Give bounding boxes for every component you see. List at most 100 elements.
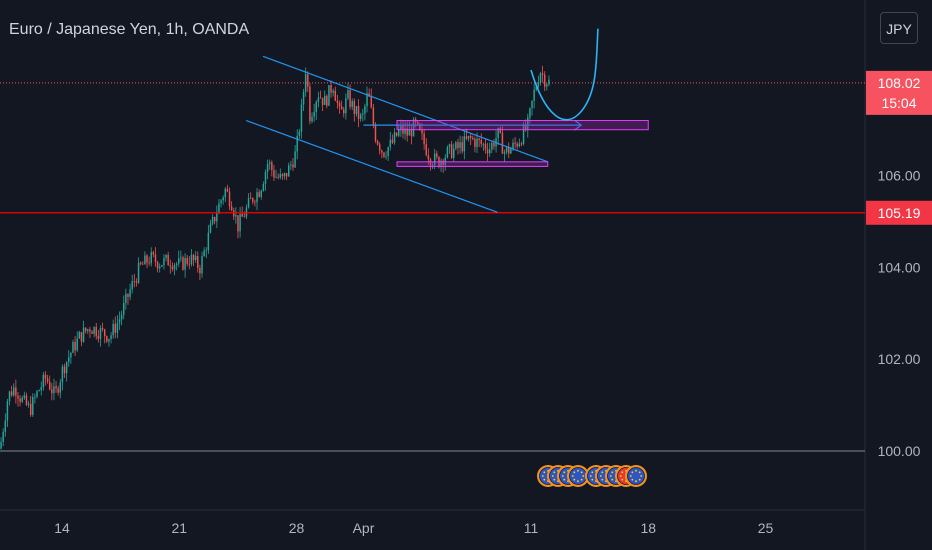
currency-button[interactable]: JPY (880, 12, 918, 44)
candle-body (80, 332, 83, 342)
candle-body (158, 266, 161, 269)
candle-body (450, 144, 453, 158)
candle-body (87, 329, 89, 332)
candle-body (6, 401, 9, 421)
candle-body (378, 144, 381, 151)
candle-body (400, 125, 402, 130)
candle-body (277, 176, 279, 178)
flag-star (629, 475, 632, 477)
candle-body (161, 265, 163, 267)
candle-body (40, 387, 42, 391)
candle-body (283, 173, 286, 177)
candle-body (533, 89, 535, 101)
time-tick-label: 14 (54, 520, 70, 536)
candle-body (237, 215, 239, 232)
flag-star (631, 471, 634, 474)
candle-body (292, 164, 294, 168)
candle-body (510, 148, 512, 154)
candle-body (95, 326, 97, 337)
candle-body (326, 95, 328, 106)
chart-grid (0, 0, 866, 550)
candle-body (423, 133, 425, 145)
candle-body (148, 262, 150, 264)
candle-body (110, 335, 112, 339)
candle-body (171, 266, 174, 270)
candle-body (355, 106, 358, 115)
candle-body (359, 114, 362, 119)
candle-body (258, 192, 260, 197)
candle-body (465, 136, 468, 139)
candle-body (347, 90, 349, 99)
candle-body (543, 74, 546, 87)
candle-body (520, 143, 523, 145)
candle-body (330, 85, 332, 93)
candle-body (169, 265, 172, 267)
candle-body (395, 132, 398, 136)
candle-body (8, 391, 11, 402)
price-tick-label: 106.00 (878, 168, 921, 184)
candle-body (144, 255, 146, 265)
economic-event-icons[interactable] (537, 465, 647, 487)
flag-star (553, 478, 556, 481)
candle-body (61, 366, 64, 383)
candle-body (503, 151, 506, 154)
candle-body (419, 123, 421, 130)
candle-body (2, 431, 4, 442)
candle-body (296, 135, 298, 152)
candle-body (446, 147, 449, 158)
price-tick-label: 104.00 (878, 259, 921, 275)
candle-body (442, 160, 444, 166)
candle-body (300, 104, 303, 132)
candle-body (252, 198, 254, 202)
candle-body (383, 152, 385, 157)
price-axis[interactable]: 100.00 102.00 104.00 106.00 108.02 15:04 105.1… (866, 70, 932, 459)
candle-body (268, 162, 271, 164)
candle-body (417, 121, 419, 124)
candle-body (222, 197, 224, 201)
candle-body (65, 361, 68, 374)
candle-body (218, 203, 220, 214)
eu-event-icon[interactable] (625, 465, 647, 487)
candle-body (537, 82, 540, 87)
candle-body (302, 92, 305, 105)
candle-body (478, 138, 480, 140)
candle-body (421, 129, 423, 134)
candle-body (190, 254, 193, 265)
candle-body (516, 143, 518, 147)
channel-lower-line (246, 119, 498, 213)
candle-body (13, 387, 15, 396)
candle-body (433, 153, 436, 165)
candle-body (431, 164, 434, 166)
time-axis[interactable]: 14 21 28 Apr 11 18 25 (54, 520, 773, 536)
candle-body (15, 387, 17, 396)
candle-body (108, 338, 110, 342)
time-tick-label: 18 (640, 520, 656, 536)
candle-body (97, 336, 100, 339)
candle-body (220, 200, 222, 204)
flag-star (543, 478, 546, 481)
candle-body (455, 142, 457, 149)
candle-body (175, 263, 178, 266)
eu-event-icon[interactable] (567, 465, 589, 487)
candle-body (457, 142, 459, 148)
candle-body (508, 147, 510, 154)
candle-body (203, 250, 205, 257)
candle-body (152, 252, 155, 255)
candle-body (154, 254, 157, 263)
candle-body (99, 328, 102, 339)
candle-body (264, 171, 267, 185)
candle-body (315, 102, 317, 113)
candle-body (406, 128, 408, 136)
candle-body (463, 136, 466, 152)
candle-body (10, 391, 13, 396)
flag-star (577, 480, 579, 483)
candle-body (51, 389, 53, 394)
candle-body (491, 142, 493, 150)
candle-body (362, 113, 364, 115)
candle-body (311, 116, 313, 122)
candle-body (366, 93, 368, 107)
candle-body (112, 323, 114, 336)
flag-star (635, 480, 637, 483)
candle-body (163, 258, 165, 266)
